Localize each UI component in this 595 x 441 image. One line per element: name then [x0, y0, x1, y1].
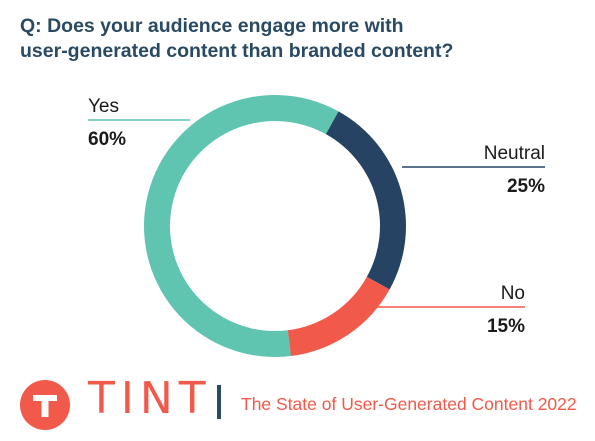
no-category-label: No	[501, 283, 525, 304]
neutral-slice	[325, 111, 406, 290]
chart-title: Q: Does your audience engage more with u…	[20, 14, 580, 64]
yes-category-label: Yes	[88, 96, 119, 117]
question-line-1: Q: Does your audience engage more with	[20, 15, 404, 37]
yes-value-label: 60%	[88, 129, 126, 150]
donut-slices	[144, 95, 406, 358]
no-value-label: 15%	[487, 316, 525, 337]
tint-t-logo-icon	[20, 380, 70, 430]
question-line-2: user-generated content than branded cont…	[20, 40, 454, 62]
yes-slice	[144, 95, 339, 358]
footer-divider	[217, 385, 221, 419]
neutral-value-label: 25%	[507, 176, 545, 197]
no-slice	[287, 276, 390, 357]
report-title: The State of User-Generated Content 2022	[241, 394, 577, 414]
neutral-category-label: Neutral	[484, 143, 545, 164]
tint-brand-name: TINT	[88, 373, 212, 424]
